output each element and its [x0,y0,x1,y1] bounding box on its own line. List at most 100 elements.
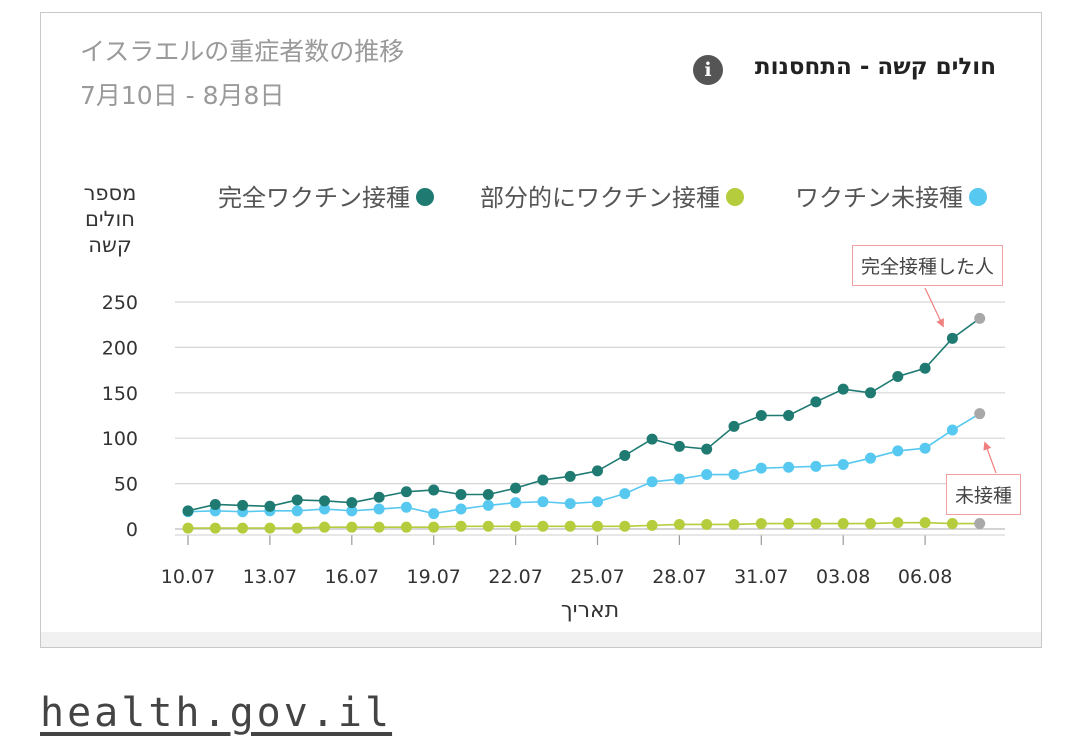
legend-label-full: 完全ワクチン接種 [218,184,410,212]
data-point-s1-8 [400,521,412,533]
data-point-s1-10 [455,520,467,532]
data-point-s0-7 [373,491,385,503]
data-point-s2-19 [701,469,713,481]
data-point-s0-19 [701,443,713,455]
data-point-s0-17 [646,433,658,445]
y-axis-label: מספר חולים קשה [70,180,150,258]
x-tick-label: 19.07 [406,566,460,588]
y-tick-label: 150 [102,383,138,405]
legend-dot-partial [726,188,744,206]
data-point-s1-6 [346,521,358,533]
x-tick-label: 25.07 [570,566,624,588]
data-point-s1-14 [564,520,576,532]
japanese-title: イスラエルの重症者数の推移 [80,37,405,66]
data-point-s2-13 [537,496,549,508]
data-point-s1-2 [237,522,249,534]
data-point-s0-14 [564,470,576,482]
data-point-s2-21 [755,462,767,474]
data-point-s2-22 [783,461,795,473]
card-footer-strip [40,632,1042,648]
data-point-s2-17 [646,476,658,488]
callout-arrow-unvacc [983,441,997,474]
callout-unvaccinated: 未接種 [946,474,1022,515]
x-tick-label: 06.08 [898,566,952,588]
data-point-s1-12 [510,520,522,532]
callout-full-vaccinated: 完全接種した人 [852,245,1004,286]
data-point-s1-3 [264,522,276,534]
data-point-s2-28 [946,424,958,436]
data-point-s2-26 [892,445,904,457]
data-point-s2-29 [974,408,986,420]
data-point-s1-25 [865,518,876,530]
data-point-s1-5 [319,521,330,533]
data-point-s1-13 [537,520,549,532]
series-line-1 [188,521,980,529]
data-point-s1-28 [946,518,958,530]
data-point-s0-11 [482,488,494,500]
data-point-s1-22 [783,518,795,530]
data-point-s2-10 [455,503,467,515]
legend-label-partial: 部分的にワクチン接種 [480,184,720,212]
data-point-s0-8 [400,486,412,498]
data-point-s1-7 [373,521,385,533]
data-point-s0-18 [673,440,685,452]
data-point-s0-0 [182,505,194,517]
data-point-s2-24 [837,459,849,471]
hebrew-chart-title: חולים קשה - התחסנות [754,54,996,80]
data-point-s0-10 [455,488,467,500]
x-tick-label: 28.07 [652,566,706,588]
data-point-s2-4 [291,505,303,517]
data-point-s1-18 [673,518,685,530]
x-tick-label: 31.07 [734,566,788,588]
data-point-s2-6 [346,505,358,517]
x-tick-label: 16.07 [325,566,379,588]
data-point-s1-29 [974,518,986,530]
data-point-s0-2 [237,499,249,511]
legend-item-unvacc[interactable]: ワクチン未接種 [795,178,987,213]
data-point-s1-16 [619,520,631,532]
data-point-s1-1 [209,522,221,534]
data-point-s1-23 [810,518,822,530]
x-tick-label: 13.07 [243,566,297,588]
data-point-s0-1 [209,498,221,510]
data-point-s2-9 [428,508,440,520]
data-point-s1-0 [182,522,194,534]
y-tick-label: 200 [102,337,138,359]
x-tick-label: 10.07 [161,566,215,588]
data-point-s2-5 [319,503,330,515]
data-point-s2-15 [592,496,603,508]
data-point-s2-25 [865,452,876,464]
data-point-s0-24 [837,383,849,395]
data-point-s0-20 [728,420,740,432]
data-point-s2-16 [619,488,631,500]
data-point-s0-9 [428,484,440,496]
data-point-s0-5 [319,495,330,507]
legend-item-full[interactable]: 完全ワクチン接種 [218,178,434,213]
data-point-s0-22 [783,410,795,421]
data-point-s0-3 [264,500,276,512]
source-link[interactable]: health.gov.il [40,690,393,736]
y-axis-label-line-3: קשה [88,233,132,257]
data-point-s1-19 [701,518,713,530]
y-tick-label: 100 [102,428,138,450]
data-point-s0-25 [865,387,876,399]
data-point-s0-27 [919,362,931,374]
x-tick-label: 03.08 [816,566,870,588]
info-icon[interactable]: i [693,55,723,85]
data-point-s0-23 [810,396,822,408]
callout-arrow-full [924,287,944,328]
y-tick-label: 250 [102,292,138,314]
data-point-s2-20 [728,469,740,481]
data-point-s1-27 [919,517,931,529]
y-tick-label: 50 [114,474,138,496]
data-point-s1-15 [592,520,603,532]
data-point-s0-26 [892,370,904,382]
data-point-s2-23 [810,460,822,472]
data-point-s1-21 [755,518,767,530]
legend-item-partial[interactable]: 部分的にワクチン接種 [480,178,744,213]
data-point-s2-14 [564,498,576,510]
data-point-s0-12 [510,482,522,494]
legend-dot-full [416,188,434,206]
data-point-s0-15 [592,465,603,477]
